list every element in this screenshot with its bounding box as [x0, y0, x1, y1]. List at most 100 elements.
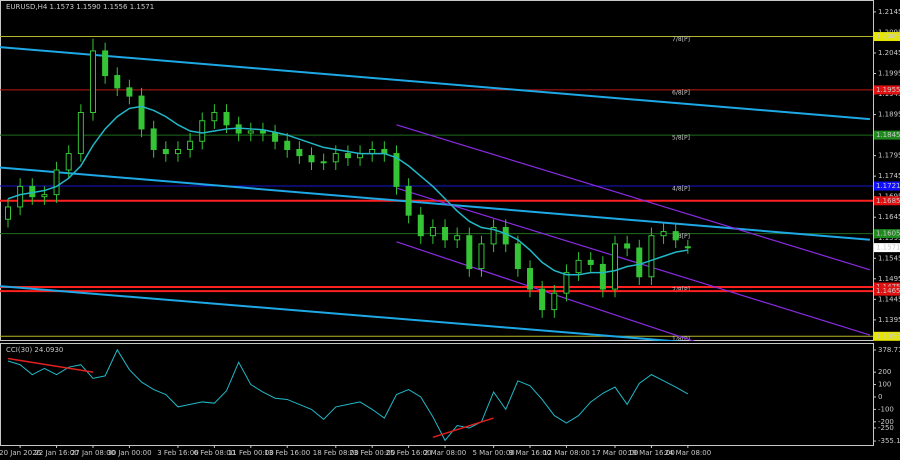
x-tick-label: 6 Feb 08:00: [194, 449, 235, 457]
level-label: 1.1465: [876, 287, 900, 295]
x-tick-label: 3 Feb 16:00: [157, 449, 198, 457]
x-tick-label: 22 Jan 16:00: [34, 449, 78, 457]
candle-body: [551, 292, 558, 311]
candle-body: [65, 153, 72, 171]
y-tick-label: 1.1745: [878, 172, 900, 180]
candle-body: [587, 259, 594, 265]
candle-body: [660, 231, 667, 237]
candle-body: [527, 268, 534, 290]
x-tick-label: 23 Feb 00:00: [349, 449, 395, 457]
candle-body: [514, 243, 521, 270]
y-tick-label: 1.1645: [878, 213, 900, 221]
level-box: [874, 229, 900, 239]
main-frame: [0, 0, 874, 341]
x-tick-label: 9 Mar 16:00: [509, 449, 551, 457]
candle-body: [211, 112, 218, 122]
trendline: [396, 241, 696, 341]
candle-body: [17, 185, 24, 208]
candle-body: [478, 243, 485, 270]
level-name: 3/8[P]: [672, 233, 690, 240]
candle-body: [612, 243, 618, 290]
candle-body: [575, 259, 582, 274]
candle-body: [636, 247, 643, 278]
candle-body: [454, 235, 461, 241]
last-price-box: [874, 243, 900, 253]
y-tick-label: 1.1795: [878, 152, 900, 160]
y-tick-label: 1.1495: [878, 275, 900, 283]
candle-body: [187, 140, 194, 150]
candle-body: [199, 120, 206, 142]
candle-body: [490, 226, 497, 245]
main-pane: 7/8[P] 6/8[P] 5/8[P] 4/8[P] 3/8[P] 2/8[P] 1/8[…: [0, 36, 873, 341]
level-name: 2/8[P]: [672, 287, 690, 294]
candle-body: [344, 153, 351, 159]
level-name: 7/8[P]: [672, 36, 690, 43]
level-box: [874, 331, 900, 341]
candle-body: [539, 288, 546, 311]
x-tick-label: 25 Feb 16:00: [386, 449, 432, 457]
cci-tick-label: -100: [878, 405, 894, 413]
candle-body: [405, 185, 412, 216]
level-label: 1.1845: [876, 131, 900, 139]
trendline: [0, 166, 871, 241]
x-tick-label: 24 Mar 08:00: [664, 449, 711, 457]
cci-tick-label: 200: [878, 368, 891, 376]
level-label: 1.1355: [876, 332, 900, 340]
x-tick-label: 2 Mar 08:00: [424, 449, 466, 457]
candle-body: [5, 206, 11, 220]
x-tick-label: 13 Feb 16:00: [264, 449, 310, 457]
x-tick-label: 17 Mar 00:00: [592, 449, 639, 457]
candle-body: [102, 50, 109, 77]
divergence-line: [432, 417, 494, 439]
candle-body: [77, 112, 84, 155]
x-tick-label: 19 Mar 16:00: [628, 449, 675, 457]
candle-body: [259, 130, 266, 134]
cci-frame: [0, 343, 874, 446]
y-tick-label: 1.1545: [878, 254, 900, 262]
level-box: [874, 181, 900, 191]
chart-title: EURUSD,H4 1.1573 1.1590 1.1556 1.1571: [6, 3, 154, 11]
x-tick-label: 30 Jan 00:00: [107, 449, 151, 457]
x-tick-label: 12 Mar 08:00: [543, 449, 590, 457]
candle-body: [672, 231, 679, 241]
cci-title: CCI(30) 24.0930: [6, 346, 63, 354]
candle-body: [114, 75, 121, 89]
candle-body: [296, 148, 303, 157]
x-tick-label: 27 Jan 08:00: [71, 449, 115, 457]
candle-body: [53, 169, 60, 196]
level-box: [874, 286, 900, 296]
candle-body: [150, 128, 157, 150]
candle-body: [320, 161, 327, 164]
cci-tick-label: 0: [878, 393, 882, 401]
candle-body: [684, 246, 691, 249]
y-tick-label: 1.1395: [878, 316, 900, 324]
candle-body: [502, 226, 509, 245]
level-name: 6/8[P]: [672, 89, 690, 96]
cci-tick-label: -250: [878, 424, 894, 432]
trendline: [396, 187, 871, 336]
level-box: [874, 196, 900, 206]
y-tick-label: 1.1995: [878, 70, 900, 78]
last-price-label: 1.1571: [876, 244, 900, 252]
x-tick-label: 5 Mar 00:00: [472, 449, 514, 457]
cci-line: [7, 348, 689, 442]
cci-tick-label: -355.1899: [878, 437, 900, 445]
y-tick-label: 1.1445: [878, 295, 900, 303]
candle-body: [174, 148, 181, 155]
cci-tick-label: -200: [878, 418, 894, 426]
trendline: [0, 46, 871, 121]
y-tick-label: 1.2045: [878, 49, 900, 57]
candle-body: [417, 214, 424, 237]
level-label: 1.1685: [876, 197, 900, 205]
level-box: [874, 85, 900, 95]
level-name: 4/8[P]: [672, 186, 690, 193]
candle-body: [393, 153, 400, 187]
level-label: 1.1605: [876, 230, 900, 238]
candle-body: [429, 226, 436, 237]
candle-body: [442, 226, 449, 241]
x-tick-label: 11 Feb 00:00: [228, 449, 274, 457]
cci-pane: [7, 348, 689, 442]
x-tick-label: 18 Feb 08:00: [313, 449, 359, 457]
level-box: [874, 130, 900, 140]
candle-body: [247, 130, 254, 134]
